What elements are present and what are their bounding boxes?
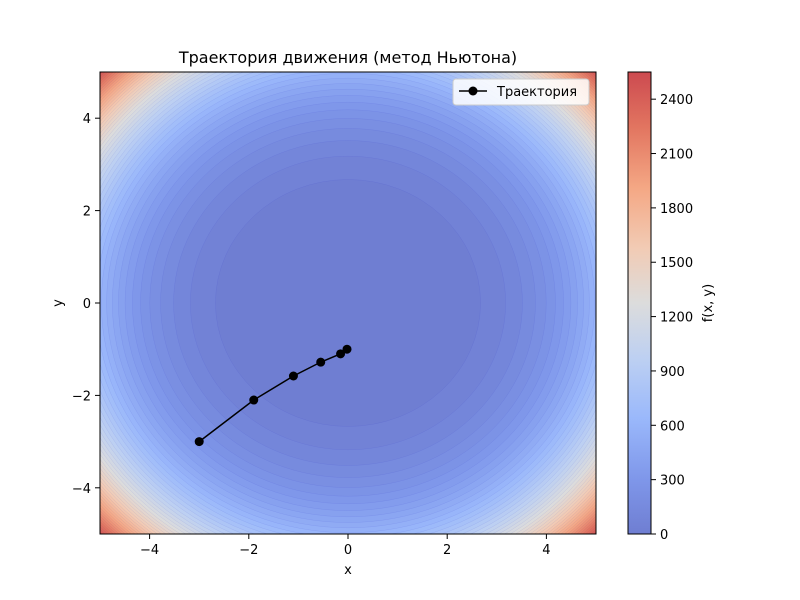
colorbar-tick-label: 1800 [660,202,693,217]
x-tick-label: 4 [542,543,550,558]
y-tick-label: 2 [83,205,91,220]
trajectory-point [316,357,326,367]
colorbar-frame [627,71,652,535]
colorbar-tick-label: 900 [660,365,685,380]
colorbar-tick-label: 1500 [660,256,693,271]
x-axis-label: x [344,563,352,578]
contour-fill [100,72,596,534]
contour-level [215,179,481,427]
x-tick-label: 0 [344,543,352,558]
colorbar-gradient [628,72,651,534]
colorbar-tick-label: 1200 [660,311,693,326]
colorbar-ticks: 0 300 600 900 1200 1500 1800 2100 2400 [651,93,693,543]
colorbar-tick-label: 600 [660,419,685,434]
legend: Траектория [452,78,590,106]
y-tick-label: 4 [83,112,91,127]
plot-area [99,71,597,535]
trajectory-point [342,344,352,354]
y-tick-label: −4 [72,482,91,497]
x-axis: −4 −2 0 2 4 [140,534,551,558]
legend-label: Траектория [496,85,577,100]
y-tick-label: 0 [83,297,91,312]
colorbar: 0 300 600 900 1200 1500 1800 2100 2400 f(x, y) [627,71,716,543]
chart-title: Траектория движения (метод Ньютона) [178,48,517,67]
x-tick-label: −2 [239,543,258,558]
y-axis-label: y [51,299,66,307]
colorbar-tick-label: 300 [660,474,685,489]
y-tick-label: −2 [72,389,91,404]
legend-marker [468,86,478,96]
colorbar-tick-label: 2400 [660,93,693,108]
colorbar-label: f(x, y) [701,284,716,322]
colorbar-tick-label: 0 [660,528,668,543]
trajectory-point [249,395,259,405]
x-tick-label: −4 [140,543,159,558]
colorbar-tick-label: 2100 [660,148,693,163]
trajectory-point [288,371,298,381]
y-axis: −4 −2 0 2 4 [72,112,100,497]
trajectory-point [194,437,204,447]
trajectory-point [336,349,346,359]
legend-box [452,78,590,106]
trajectory-series [194,344,352,447]
x-tick-label: 2 [443,543,451,558]
